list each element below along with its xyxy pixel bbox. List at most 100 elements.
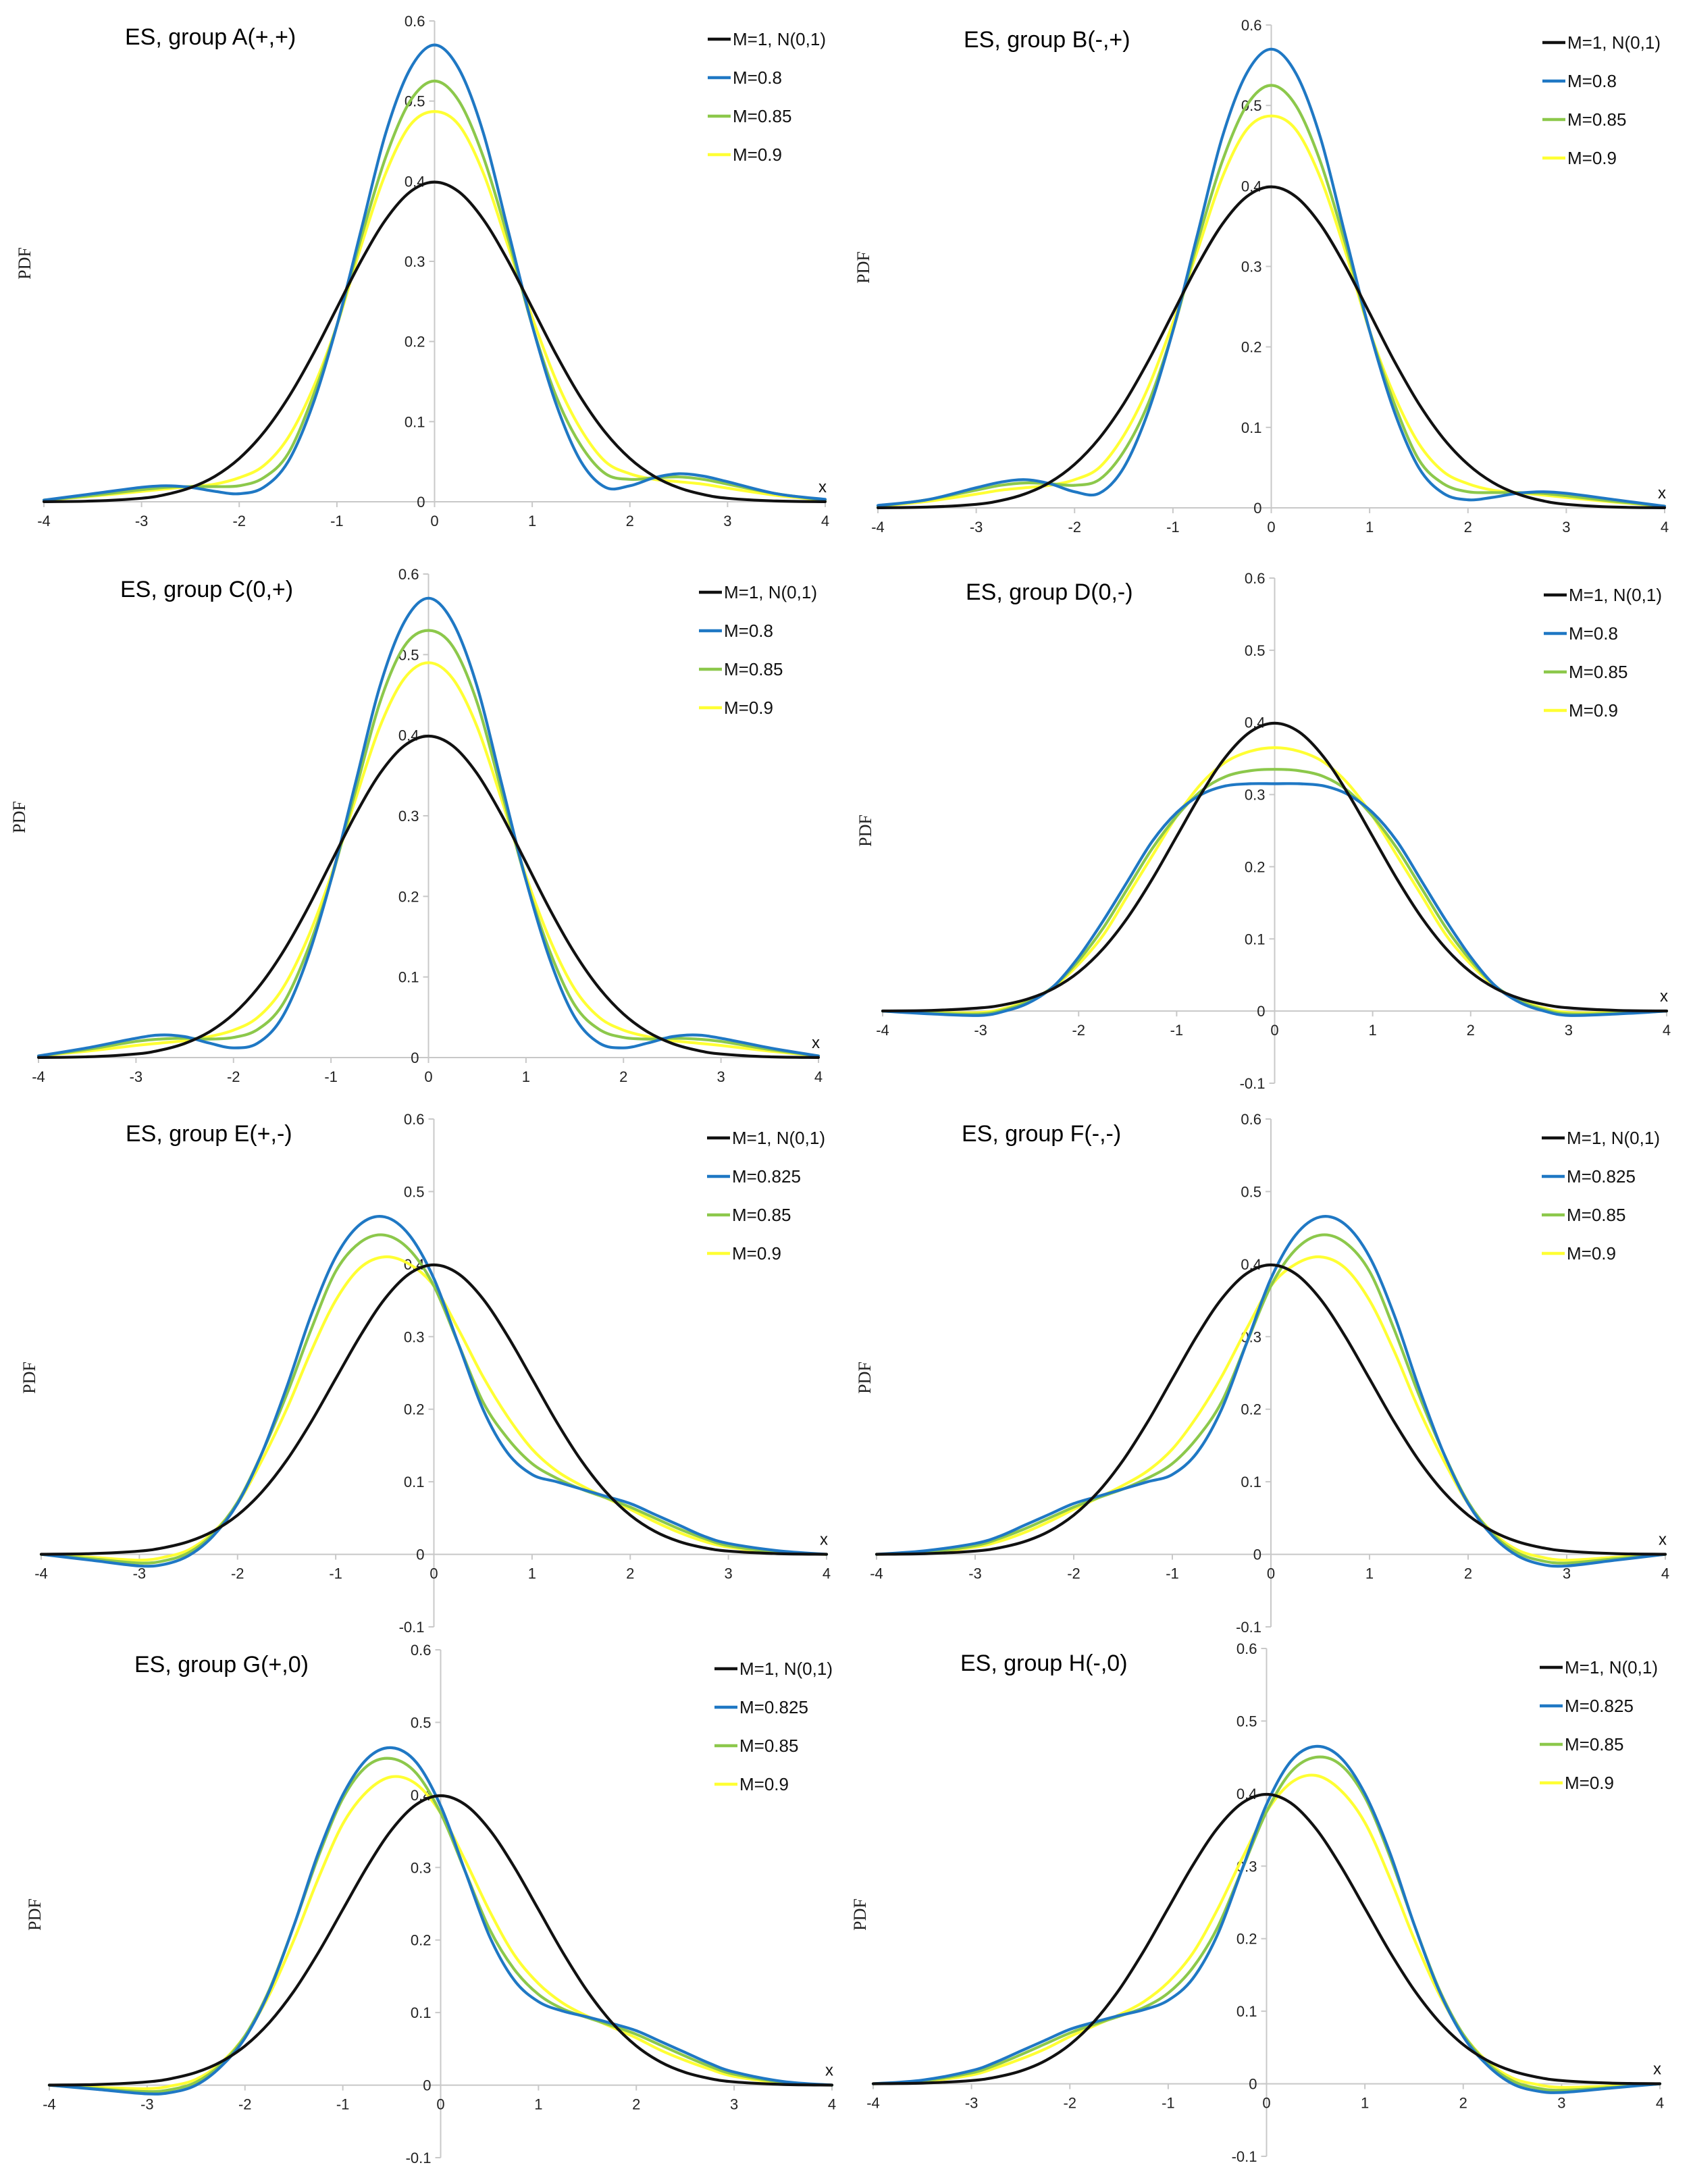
y-tick-label: 0.2 <box>1241 339 1262 356</box>
x-tick-label: -1 <box>336 2096 350 2113</box>
x-tick-label: 2 <box>626 1565 634 1582</box>
series-line <box>36 629 821 1058</box>
y-tick-label: 0.3 <box>405 253 425 270</box>
y-tick-label: 0 <box>417 494 425 511</box>
series-line <box>42 43 827 502</box>
y-tick-label: 0.5 <box>1236 1713 1257 1730</box>
x-axis-label: x <box>812 1034 820 1052</box>
y-axis-label: PDF <box>15 247 34 280</box>
x-axis-label: x <box>818 478 827 496</box>
legend-label: M=0.9 <box>1569 700 1618 721</box>
x-tick-label: 0 <box>1262 2095 1270 2112</box>
x-axis-label: x <box>820 1531 828 1549</box>
x-tick-label: 0 <box>1270 1022 1278 1039</box>
y-tick-label: 0.3 <box>1245 787 1266 804</box>
y-tick-label: 0.2 <box>1236 1931 1257 1948</box>
series-line <box>42 180 827 503</box>
x-tick-label: 1 <box>1361 2095 1369 2112</box>
y-axis-label: PDF <box>25 1898 45 1931</box>
x-tick-label: 2 <box>619 1068 627 1085</box>
x-tick-label: 4 <box>1661 519 1669 536</box>
y-tick-label: 0.1 <box>1245 931 1266 947</box>
x-axis-label: x <box>1660 987 1668 1006</box>
chart-panel: -4 -3 -2 -1 0 1 2 3 4-0.100.10.20.30.40.50.6xPDF… <box>855 1111 1669 1636</box>
x-tick-label: -1 <box>324 1068 338 1085</box>
legend-label: M=0.825 <box>739 1697 808 1717</box>
x-tick-label: -4 <box>866 2095 880 2112</box>
legend-label: M=0.9 <box>1567 148 1617 168</box>
x-tick-label: -1 <box>329 1565 342 1582</box>
chart-title: ES, group F(-,-) <box>962 1121 1121 1147</box>
y-tick-label: -0.1 <box>1232 2148 1257 2165</box>
x-tick-label: 2 <box>1464 519 1472 536</box>
x-tick-label: -2 <box>1068 519 1081 536</box>
x-tick-label: 1 <box>1365 1565 1374 1582</box>
x-axis-label: x <box>1653 2060 1661 2079</box>
y-tick-label: 0.1 <box>411 2004 432 2021</box>
series-line <box>42 110 827 502</box>
y-axis-label: PDF <box>850 1898 870 1931</box>
y-axis-label: PDF <box>9 801 29 833</box>
chart-panel: -4 -3 -2 -1 0 1 2 3 4-0.100.10.20.30.40.50.6xPDF… <box>850 1640 1664 2165</box>
series-line <box>876 185 1667 509</box>
x-tick-label: 1 <box>534 2096 542 2113</box>
x-tick-label: 0 <box>430 513 438 529</box>
x-tick-label: -1 <box>330 513 344 529</box>
x-tick-label: -1 <box>1166 1565 1179 1582</box>
legend-label: M=0.8 <box>733 68 782 88</box>
x-tick-label: 1 <box>528 1565 536 1582</box>
y-axis-label: PDF <box>855 1361 875 1394</box>
chart-title: ES, group A(+,+) <box>125 24 296 50</box>
x-tick-label: -4 <box>870 1565 883 1582</box>
x-tick-label: -1 <box>1162 2095 1175 2112</box>
y-tick-label: 0.3 <box>398 808 419 825</box>
legend-label: M=0.8 <box>724 621 773 641</box>
x-tick-label: -3 <box>968 1565 982 1582</box>
y-tick-label: 0.1 <box>1236 2003 1257 2020</box>
legend-label: M=0.85 <box>732 1205 791 1225</box>
y-tick-label: 0 <box>423 2077 431 2094</box>
x-tick-label: -3 <box>135 513 149 529</box>
x-tick-label: -4 <box>32 1068 45 1085</box>
y-tick-label: 0.6 <box>411 1642 432 1659</box>
x-tick-label: -3 <box>133 1565 147 1582</box>
y-tick-label: 0.5 <box>411 1714 432 1731</box>
series-line <box>39 1233 829 1565</box>
series-line <box>871 1755 1662 2092</box>
legend-label: M=0.85 <box>733 106 791 126</box>
y-tick-label: 0.6 <box>405 13 425 30</box>
x-tick-label: -3 <box>130 1068 143 1085</box>
legend-label: M=0.85 <box>739 1736 798 1756</box>
x-tick-label: -2 <box>1067 1565 1080 1582</box>
x-tick-label: 0 <box>429 1565 438 1582</box>
legend-label: M=0.825 <box>732 1166 801 1187</box>
chart-panel: -4 -3 -2 -1 0 1 2 3 4-0.100.10.20.30.40.50.6xPDF… <box>20 1111 831 1636</box>
y-tick-label: 0.1 <box>404 1474 425 1490</box>
x-tick-label: -2 <box>231 1565 244 1582</box>
chart-title: ES, group G(+,0) <box>134 1652 309 1678</box>
y-tick-label: 0.6 <box>1241 17 1262 34</box>
x-tick-label: 4 <box>823 1565 831 1582</box>
y-axis-label: PDF <box>20 1361 39 1394</box>
series-line <box>876 47 1667 508</box>
legend-label: M=0.9 <box>724 698 773 718</box>
y-tick-label: 0.6 <box>1236 1640 1257 1657</box>
x-tick-label: -4 <box>871 519 885 536</box>
x-tick-label: -2 <box>232 513 246 529</box>
series-line <box>875 1233 1667 1565</box>
series-line <box>47 1794 834 2087</box>
y-tick-label: 0.2 <box>1241 1401 1261 1418</box>
series-line <box>36 596 821 1058</box>
series-line <box>871 1744 1662 2094</box>
x-tick-label: 2 <box>1459 2095 1467 2112</box>
x-tick-label: 1 <box>1365 519 1374 536</box>
chart-title: ES, group C(0,+) <box>120 577 293 602</box>
x-tick-label: 0 <box>1267 1565 1275 1582</box>
y-axis-label: PDF <box>854 251 873 284</box>
x-tick-label: 1 <box>1369 1022 1377 1039</box>
x-tick-label: 4 <box>821 513 829 529</box>
x-tick-label: 4 <box>1656 2095 1664 2112</box>
legend-label: M=0.825 <box>1565 1696 1634 1716</box>
x-tick-label: 2 <box>626 513 634 529</box>
legend-label: M=0.9 <box>1567 1243 1616 1264</box>
